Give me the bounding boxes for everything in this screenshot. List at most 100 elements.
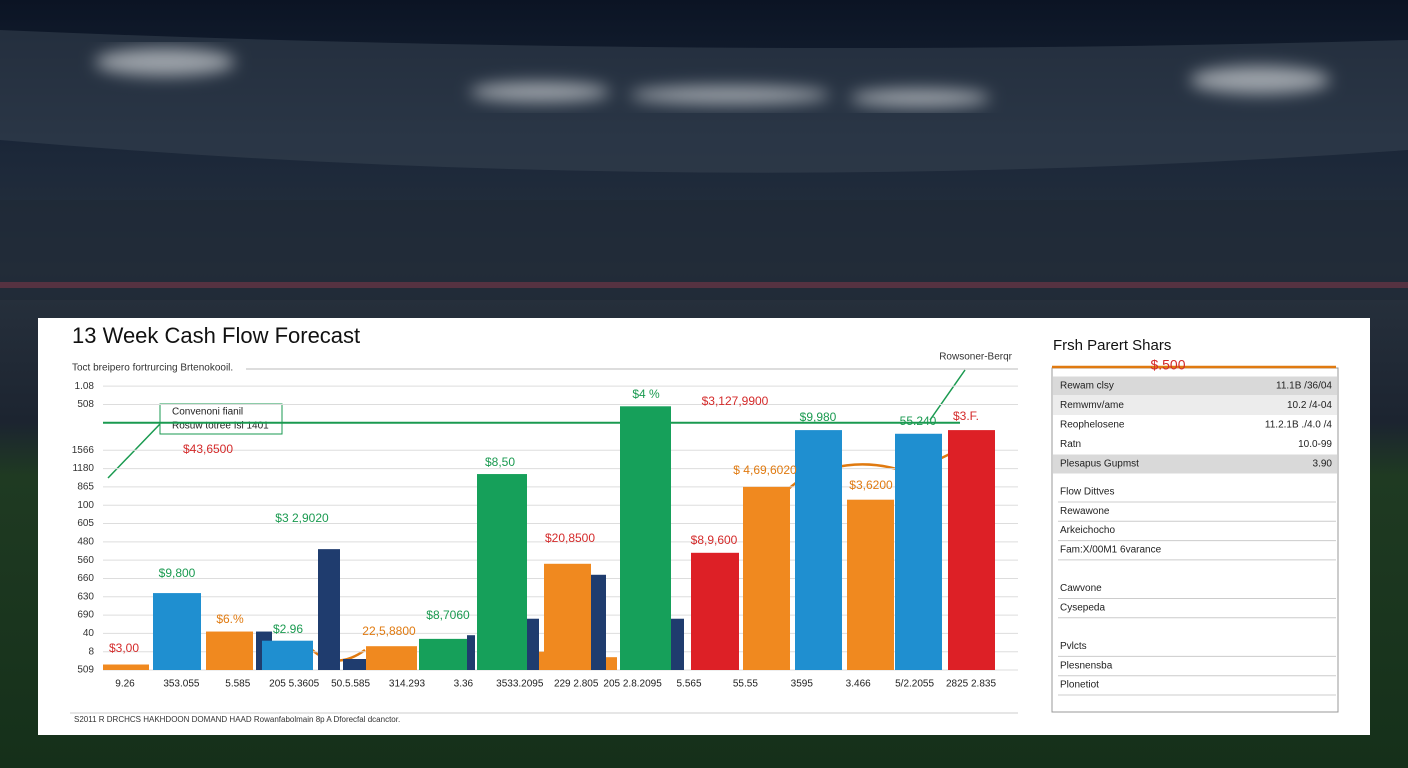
- side-panel: Frsh Parert Shars $.500 Rewam clsy 11.1B …: [1051, 337, 1339, 713]
- x-tick-label: 2825 2.835: [946, 679, 996, 690]
- value-annotation: $ 4,69,6020: [733, 463, 797, 477]
- row-value: 11.1B /36/04: [1276, 381, 1332, 392]
- bar: [527, 618, 539, 670]
- value-annotation: $9,980: [800, 410, 837, 424]
- bar: [318, 549, 340, 670]
- callout-text: Convenoni fianil: [172, 407, 243, 418]
- x-tick-label: 3533.2095: [496, 679, 544, 690]
- row-label: Ratn: [1060, 439, 1081, 450]
- y-tick-label: 660: [77, 573, 94, 584]
- row-label: Plesapus Gupmst: [1060, 459, 1139, 470]
- x-tick-label: 9.26: [115, 679, 135, 690]
- y-tick-label: 560: [77, 555, 94, 566]
- y-tick-label: 40: [83, 628, 95, 639]
- panel-row: [1053, 415, 1337, 435]
- bar: [366, 646, 417, 670]
- value-annotation: $3,127,9900: [702, 394, 769, 408]
- value-annotation: $43,6500: [183, 442, 233, 456]
- y-tick-label: 1180: [72, 463, 94, 474]
- bar: [206, 631, 253, 670]
- value-annotation: $20,8500: [545, 531, 595, 545]
- y-tick-label: 509: [77, 665, 94, 676]
- panel-amount: $.500: [1150, 357, 1185, 373]
- y-tick-label: 480: [77, 536, 94, 547]
- footnote: S2011 R DRCHCS HAKHDOON DOMAND HAAD Rowa…: [74, 715, 400, 724]
- bar: [477, 474, 527, 670]
- x-tick-label: 353.055: [163, 679, 200, 690]
- y-tick-label: 508: [77, 399, 94, 410]
- row-label: Rewam clsy: [1060, 381, 1114, 392]
- chart: 13 Week Cash Flow Forecast Toct breipero…: [70, 323, 1018, 724]
- row-value: 11.2.1B ./4.0 /4: [1265, 420, 1333, 431]
- x-tick-label: 205 2.8.2095: [603, 679, 662, 690]
- bar: [895, 433, 942, 670]
- panel-item: Flow Dittves: [1060, 487, 1114, 498]
- bar: [691, 552, 739, 670]
- value-annotation: $8,7060: [426, 608, 470, 622]
- value-annotation: $8,50: [485, 455, 515, 469]
- y-tick-label: 100: [77, 500, 94, 511]
- bar: [262, 640, 313, 670]
- panel-item: Plonetiot: [1060, 680, 1099, 691]
- corner-arrow: [929, 369, 966, 421]
- value-annotation: $3,00: [109, 641, 139, 655]
- value-annotation: 55.240: [900, 414, 937, 428]
- x-tick-label: 229 2.805: [554, 679, 599, 690]
- callout-box: [159, 403, 283, 435]
- bar: [467, 635, 475, 670]
- bar: [539, 651, 544, 670]
- panel-item: Arkeichocho: [1060, 525, 1115, 536]
- bar: [671, 618, 684, 670]
- x-tick-label: 5/2.2055: [895, 679, 934, 690]
- value-annotation: $2.96: [273, 622, 303, 636]
- bar: [544, 563, 591, 670]
- y-tick-label: 1.08: [75, 381, 95, 392]
- panel-row: [1053, 435, 1337, 454]
- roof: [0, 30, 1408, 173]
- value-annotation: $3,6200: [849, 478, 893, 492]
- panel-item: Pvlcts: [1060, 641, 1087, 652]
- chart-subtitle: Toct breipero fortrurcing Brtenokooil.: [72, 363, 233, 374]
- x-tick-label: 55.55: [733, 679, 758, 690]
- y-tick-label: 1566: [72, 445, 95, 456]
- panel-row: [1053, 454, 1337, 474]
- bar: [591, 574, 606, 670]
- y-tick-label: 865: [77, 482, 94, 493]
- value-annotation: $8,9,600: [691, 533, 738, 547]
- row-value: 3.90: [1313, 459, 1333, 470]
- row-label: Reophelosene: [1060, 420, 1125, 431]
- bar: [419, 638, 467, 670]
- value-annotation: $3.F.: [953, 409, 979, 423]
- row-label: Remwmv/ame: [1060, 400, 1124, 411]
- y-tick-label: 605: [77, 518, 94, 529]
- bar: [343, 659, 366, 670]
- chart-title: 13 Week Cash Flow Forecast: [72, 323, 360, 348]
- value-annotation: $4 %: [632, 387, 660, 401]
- bar: [606, 657, 617, 670]
- bar: [948, 430, 995, 670]
- panel-row: [1053, 396, 1337, 415]
- panel-title: Frsh Parert Shars: [1053, 337, 1171, 354]
- panel-item: Cysepeda: [1060, 602, 1105, 613]
- value-annotation: $9,800: [159, 566, 196, 580]
- row-value: 10.2 /4-04: [1287, 400, 1332, 411]
- bar: [743, 486, 790, 670]
- value-annotation: $6.%: [216, 612, 244, 626]
- bar: [153, 593, 201, 670]
- bar: [795, 430, 842, 670]
- x-tick-label: 5.585: [225, 679, 250, 690]
- panel-item: Fam:X/00M1 6varance: [1060, 545, 1162, 556]
- bar: [847, 499, 894, 670]
- banner: [0, 282, 1408, 288]
- value-annotation: 22,5,8800: [362, 624, 416, 638]
- x-tick-label: 3.36: [454, 679, 474, 690]
- callout-text: Rosuw totree Isl 1401: [172, 421, 269, 432]
- panel-row: [1053, 376, 1337, 396]
- x-tick-label: 205 5.3605: [269, 679, 319, 690]
- y-tick-label: 690: [77, 610, 94, 621]
- x-tick-label: 314.293: [389, 679, 426, 690]
- x-tick-label: 5.565: [676, 679, 701, 690]
- corner-label: Rowsoner-Berqr: [939, 352, 1012, 363]
